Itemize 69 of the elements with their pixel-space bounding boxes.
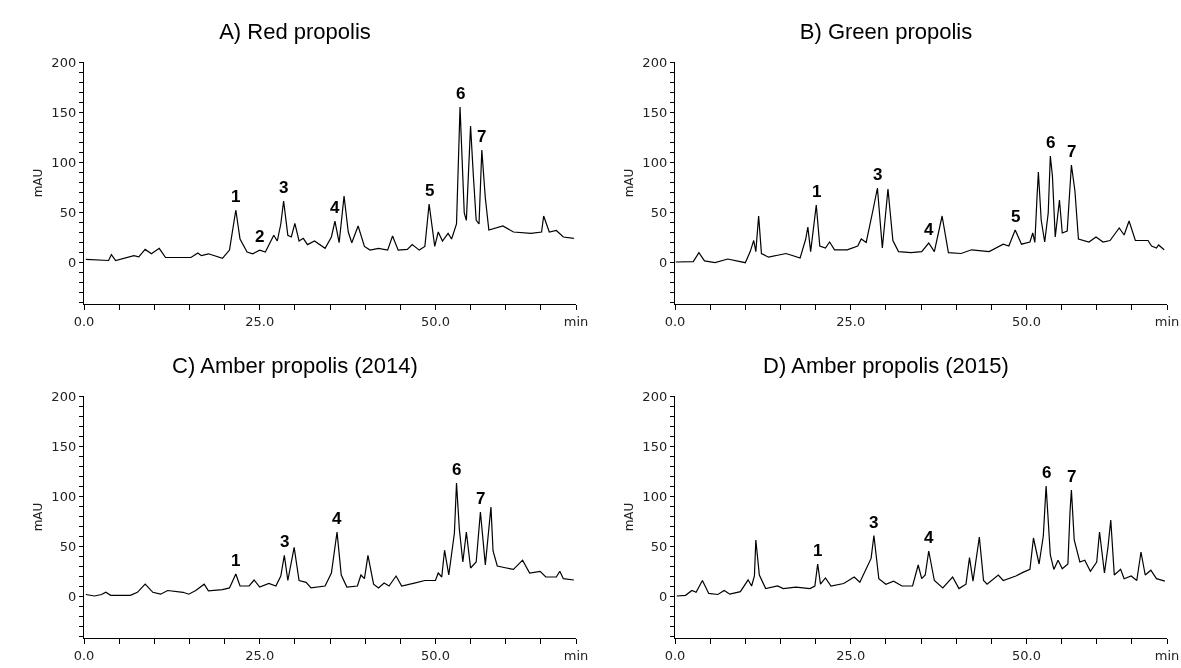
y-tick-label: 50 (59, 204, 77, 220)
annotation: 4 (332, 509, 342, 528)
x-tick-label: 50.0 (1011, 313, 1041, 329)
y-tick-label: 200 (51, 54, 77, 70)
x-tick-label: 0.0 (73, 647, 95, 663)
y-tick-label: 150 (642, 104, 668, 120)
annotation: 1 (812, 182, 822, 201)
y-axis-title: mAU (30, 168, 45, 198)
y-axis-title: mAU (30, 502, 45, 532)
annotation: 6 (1042, 463, 1052, 482)
y-axis-title: mAU (621, 168, 636, 198)
chart-title: B) Green propolis (799, 18, 973, 44)
x-tick-label: 0.0 (664, 647, 686, 663)
annotation: 6 (1046, 133, 1056, 152)
y-tick-label: 100 (51, 154, 77, 170)
annotation: 1 (813, 541, 823, 560)
y-tick-label: 100 (51, 488, 77, 504)
y-tick-label: 100 (642, 488, 668, 504)
x-tick-label: 25.0 (245, 313, 275, 329)
annotation: 7 (1067, 467, 1077, 486)
annotation: 6 (452, 460, 462, 479)
annotation: 3 (873, 165, 883, 184)
y-tick-label: 100 (642, 154, 668, 170)
annotation: 3 (869, 513, 879, 532)
x-tick-label: 50.0 (1011, 647, 1041, 663)
x-tick-label: 50.0 (420, 313, 450, 329)
annotation: 1 (231, 551, 241, 570)
annotation: 7 (476, 489, 486, 508)
y-tick-label: 150 (642, 438, 668, 454)
annotation: 3 (280, 532, 290, 551)
y-tick-label: 200 (642, 54, 668, 70)
line-series (85, 482, 575, 597)
annotation: 5 (1011, 207, 1021, 226)
y-tick-label: 50 (650, 538, 668, 554)
annotation: 6 (456, 84, 466, 103)
chart-title: C) Amber propolis (2014) (172, 352, 418, 378)
annotation: 4 (924, 528, 934, 547)
annotation: 7 (477, 127, 487, 146)
x-tick-label: min (563, 647, 589, 663)
x-tick-label: min (1154, 313, 1180, 329)
annotation: 7 (1067, 142, 1077, 161)
annotation: 3 (279, 178, 289, 197)
y-tick-label: 50 (650, 204, 668, 220)
line-series (85, 106, 575, 262)
chart-title: D) Amber propolis (2015) (763, 352, 1009, 378)
x-tick-label: 0.0 (664, 313, 686, 329)
x-tick-label: 50.0 (420, 647, 450, 663)
x-tick-label: 0.0 (73, 313, 95, 329)
y-tick-label: 0 (658, 254, 668, 270)
y-tick-label: 150 (51, 104, 77, 120)
x-tick-label: min (1154, 647, 1180, 663)
chart-title: A) Red propolis (219, 18, 371, 44)
x-tick-label: 25.0 (245, 647, 275, 663)
y-tick-label: 200 (51, 388, 77, 404)
annotation: 2 (255, 227, 265, 246)
y-tick-label: 150 (51, 438, 77, 454)
x-tick-label: 25.0 (836, 647, 866, 663)
y-tick-label: 0 (658, 588, 668, 604)
y-tick-label: 0 (67, 254, 77, 270)
x-tick-label: 25.0 (836, 313, 866, 329)
y-tick-label: 50 (59, 538, 77, 554)
x-tick-label: min (563, 313, 589, 329)
annotation: 5 (425, 181, 435, 200)
annotation: 1 (231, 187, 241, 206)
annotation: 4 (330, 198, 340, 217)
y-tick-label: 0 (67, 588, 77, 604)
y-axis-title: mAU (621, 502, 636, 532)
annotation: 4 (924, 220, 934, 239)
y-tick-label: 200 (642, 388, 668, 404)
